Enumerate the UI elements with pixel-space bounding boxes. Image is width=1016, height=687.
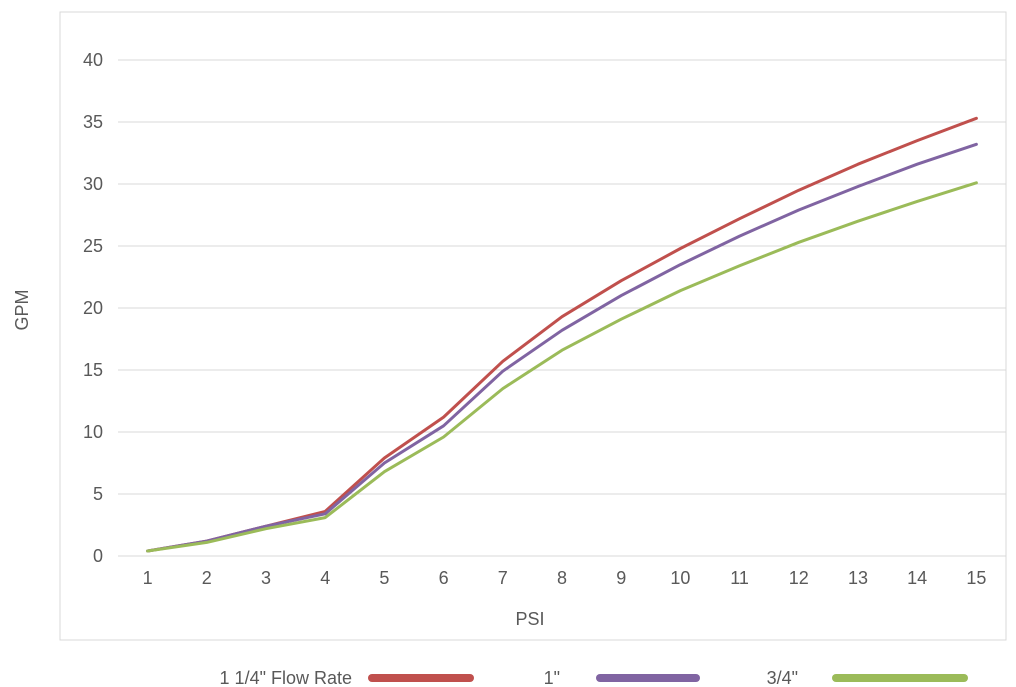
y-tick-label: 40	[83, 50, 103, 70]
y-tick-label: 0	[93, 546, 103, 566]
y-tick-label: 20	[83, 298, 103, 318]
x-tick-label: 4	[320, 568, 330, 588]
chart-area-border	[59, 11, 1007, 641]
x-tick-label: 9	[616, 568, 626, 588]
x-tick-label: 10	[670, 568, 690, 588]
x-tick-label: 8	[557, 568, 567, 588]
y-tick-label: 35	[83, 112, 103, 132]
x-tick-label: 15	[966, 568, 986, 588]
y-tick-label: 10	[83, 422, 103, 442]
legend-label: 1"	[544, 668, 560, 687]
x-axis-label: PSI	[515, 609, 544, 629]
legend-label: 3/4"	[767, 668, 798, 687]
series-line-1	[146, 116, 978, 553]
x-tick-label: 14	[907, 568, 927, 588]
series-line-2	[146, 142, 978, 553]
legend-label: 1 1/4" Flow Rate	[220, 668, 352, 687]
x-axis-ticks: 1 2 3 4 5 6 7 8 9 10 11 12 13 14 15	[143, 568, 987, 588]
series-line-3	[146, 181, 978, 553]
legend: 1 1/4" Flow Rate 1" 3/4"	[220, 668, 968, 687]
y-tick-label: 25	[83, 236, 103, 256]
x-tick-label: 12	[789, 568, 809, 588]
y-tick-label: 5	[93, 484, 103, 504]
x-tick-label: 5	[379, 568, 389, 588]
gridlines	[118, 59, 1006, 495]
y-tick-label: 15	[83, 360, 103, 380]
y-axis-label: GPM	[12, 289, 32, 330]
x-tick-label: 6	[439, 568, 449, 588]
series-lines	[146, 116, 978, 553]
x-tick-label: 13	[848, 568, 868, 588]
x-tick-label: 3	[261, 568, 271, 588]
y-axis-ticks: 0 5 10 15 20 25 30 35 40	[83, 50, 103, 566]
x-tick-label: 2	[202, 568, 212, 588]
y-tick-label: 30	[83, 174, 103, 194]
x-tick-label: 7	[498, 568, 508, 588]
x-tick-label: 1	[143, 568, 153, 588]
x-tick-label: 11	[730, 568, 749, 588]
